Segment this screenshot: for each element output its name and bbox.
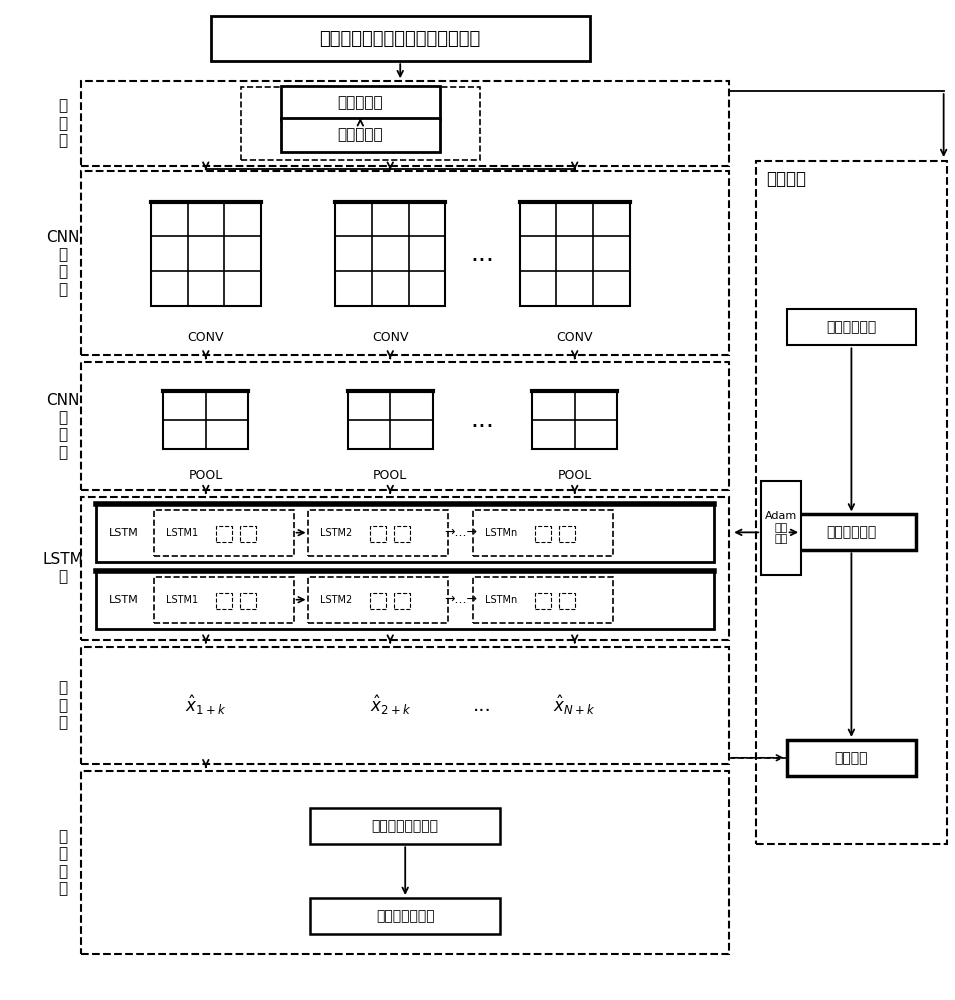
Bar	[81, 647, 730, 764]
Text: 实时运行温度变化的时空特征矩阵: 实时运行温度变化的时空特征矩阵	[320, 30, 481, 48]
Text: LSTMn: LSTMn	[485, 595, 517, 605]
Text: 模型训练: 模型训练	[766, 170, 806, 188]
Bar	[371, 526, 386, 542]
Text: $\hat{x}_{N+k}$: $\hat{x}_{N+k}$	[554, 694, 596, 717]
Text: ...: ...	[471, 408, 495, 432]
Bar	[787, 309, 916, 345]
Bar	[81, 771, 730, 954]
Text: CONV: CONV	[557, 331, 593, 344]
Bar	[81, 362, 730, 490]
Bar	[211, 16, 589, 61]
Text: POOL: POOL	[189, 469, 223, 482]
Text: LSTM: LSTM	[109, 595, 138, 605]
Bar	[310, 898, 499, 934]
Text: 对测试集进行预测: 对测试集进行预测	[371, 819, 438, 833]
Bar	[559, 593, 575, 609]
Bar	[348, 391, 433, 449]
Text: ...: ...	[473, 696, 492, 715]
Text: LSTMn: LSTMn	[485, 528, 517, 538]
Text: $\hat{x}_{2+k}$: $\hat{x}_{2+k}$	[370, 694, 411, 717]
Bar	[96, 571, 714, 629]
Text: $\hat{x}_{1+k}$: $\hat{x}_{1+k}$	[185, 694, 226, 717]
Bar	[216, 526, 232, 542]
Bar	[240, 526, 256, 542]
Bar	[394, 526, 411, 542]
Text: LSTM1: LSTM1	[166, 528, 198, 538]
Text: →...→: →...→	[444, 593, 478, 606]
Text: POOL: POOL	[558, 469, 592, 482]
Bar	[394, 593, 411, 609]
Text: CNN
池
化
层: CNN 池 化 层	[47, 393, 80, 460]
Bar	[308, 577, 448, 623]
Text: 客流分布情况: 客流分布情况	[826, 320, 877, 334]
Text: CONV: CONV	[372, 331, 409, 344]
Bar	[520, 202, 629, 306]
Bar	[281, 86, 440, 120]
Text: LSTM2: LSTM2	[320, 528, 352, 538]
Text: 模
型
预
测: 模 型 预 测	[58, 829, 68, 896]
Bar	[787, 740, 916, 776]
Text: 输
入
层: 输 入 层	[58, 99, 68, 148]
Bar	[216, 593, 232, 609]
Bar	[473, 510, 612, 556]
Bar	[163, 391, 248, 449]
Text: →...→: →...→	[444, 526, 478, 539]
Bar	[240, 593, 256, 609]
Bar	[310, 808, 499, 844]
Text: 输
出
层: 输 出 层	[58, 681, 68, 730]
Bar	[532, 391, 617, 449]
Bar	[787, 514, 916, 550]
Bar	[96, 504, 714, 562]
Bar	[241, 87, 480, 160]
Bar	[559, 526, 575, 542]
Text: POOL: POOL	[373, 469, 408, 482]
Bar	[535, 526, 551, 542]
Bar	[154, 577, 293, 623]
Bar	[151, 202, 261, 306]
Bar	[473, 577, 612, 623]
Text: LSTM
层: LSTM 层	[43, 552, 84, 585]
Text: 获取训练集: 获取训练集	[337, 95, 383, 110]
Text: CNN
卷
积
层: CNN 卷 积 层	[47, 230, 80, 297]
Bar	[81, 171, 730, 355]
Bar	[756, 161, 946, 844]
Bar	[308, 510, 448, 556]
Bar	[371, 593, 386, 609]
Bar	[335, 202, 445, 306]
Text: 预测温度: 预测温度	[835, 751, 868, 765]
Text: ...: ...	[471, 242, 495, 266]
Text: CONV: CONV	[187, 331, 224, 344]
Bar	[81, 81, 730, 166]
Text: LSTM2: LSTM2	[320, 595, 352, 605]
Text: LSTM: LSTM	[109, 528, 138, 538]
Text: 预测结果可视化: 预测结果可视化	[376, 909, 435, 923]
Bar	[281, 118, 440, 152]
Bar	[154, 510, 293, 556]
Text: 损失函数计算: 损失函数计算	[826, 525, 877, 539]
Text: LSTM1: LSTM1	[166, 595, 198, 605]
Bar	[81, 497, 730, 640]
Bar	[761, 481, 801, 575]
Text: Adam
优化
算法: Adam 优化 算法	[765, 511, 797, 544]
Bar	[535, 593, 551, 609]
Text: 数据归一化: 数据归一化	[337, 128, 383, 143]
